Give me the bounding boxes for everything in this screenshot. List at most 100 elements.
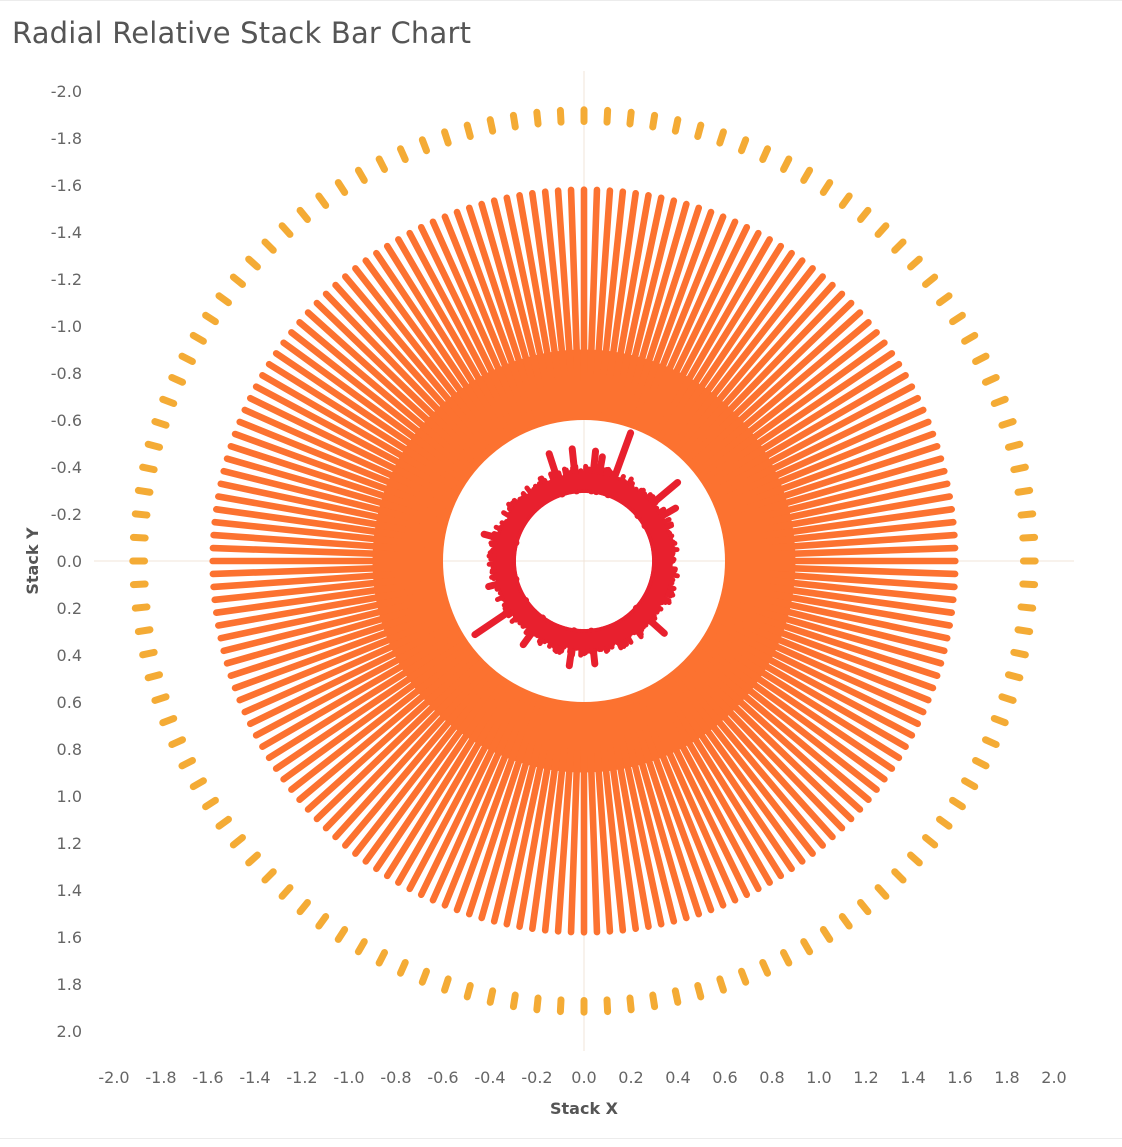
middle-bar	[713, 616, 927, 716]
middle-bar	[478, 697, 548, 922]
bottom-border	[0, 1138, 1122, 1139]
outer-ring-dash	[759, 145, 772, 164]
outer-ring-dash	[354, 166, 368, 184]
middle-bar	[657, 681, 785, 880]
middle-bar	[695, 329, 880, 475]
x-tick-label: -1.4	[239, 1068, 270, 1087]
chart-title: Radial Relative Stack Bar Chart	[12, 16, 472, 50]
middle-bar	[313, 658, 483, 823]
middle-bar	[715, 418, 932, 510]
y-tick-label: 1.6	[57, 928, 82, 947]
outer-ring-dash	[716, 128, 727, 147]
outer-ring-dash	[857, 206, 872, 223]
middle-bar	[223, 597, 448, 667]
middle-bar	[373, 249, 506, 444]
middle-bar	[713, 406, 927, 506]
middle-bar	[280, 643, 470, 783]
y-tick-label: 0.0	[57, 552, 82, 571]
outer-ring-dash	[759, 958, 772, 977]
outer-ring-dash	[178, 352, 196, 365]
outer-ring-dash	[1004, 671, 1024, 682]
y-tick-label: -0.6	[51, 411, 82, 430]
outer-ring-dash	[261, 238, 277, 254]
middle-bar	[209, 562, 442, 578]
middle-bar	[595, 188, 627, 420]
middle-bar	[241, 406, 455, 506]
x-tick-label: 0.4	[665, 1068, 690, 1087]
outer-ring-dash	[375, 155, 388, 173]
middle-bar	[383, 681, 511, 880]
middle-bar	[217, 480, 445, 535]
outer-ring-dash	[463, 121, 474, 141]
outer-ring-dash	[626, 994, 635, 1014]
x-tick-label: -1.8	[145, 1068, 176, 1087]
middle-bar	[215, 583, 444, 629]
outer-ring-dash	[159, 714, 178, 727]
outer-ring-dash	[139, 463, 158, 474]
outer-ring-dash	[178, 757, 196, 770]
outer-ring-dash	[375, 949, 388, 967]
middle-bar	[236, 418, 453, 510]
outer-ring-dash	[716, 975, 727, 994]
middle-bar	[692, 319, 872, 471]
middle-bar	[625, 204, 703, 426]
outer-ring-dash	[463, 981, 474, 1001]
middle-bar	[529, 701, 568, 932]
outer-ring-dash	[441, 128, 452, 147]
outer-ring-dash	[315, 913, 330, 930]
outer-ring-dash	[936, 292, 953, 307]
middle-bar	[395, 236, 515, 439]
middle-bar	[630, 694, 715, 914]
middle-bar	[217, 587, 445, 642]
outer-ring-dash	[907, 255, 923, 271]
outer-ring-dash	[533, 994, 542, 1014]
y-tick-label: -1.8	[51, 129, 82, 148]
middle-bar	[698, 339, 888, 479]
middle-bar	[685, 299, 855, 464]
outer-ring-dash	[626, 108, 635, 128]
middle-bar	[678, 281, 836, 457]
outer-ring-dash	[949, 311, 966, 326]
outer-ring-dash	[129, 580, 149, 589]
y-tick-label: -1.4	[51, 223, 82, 242]
middle-bar	[719, 602, 941, 680]
middle-bar	[674, 669, 826, 849]
outer-ring-dash	[838, 913, 853, 930]
middle-bar	[724, 506, 955, 545]
middle-bar	[678, 665, 836, 841]
middle-bar	[649, 686, 762, 893]
y-axis-title: Stack Y	[23, 527, 42, 595]
middle-bar	[630, 208, 715, 428]
middle-bar	[322, 662, 487, 832]
outer-ring-dash	[396, 958, 409, 977]
x-tick-label: -1.6	[192, 1068, 223, 1087]
outer-ring-dash	[1017, 510, 1037, 519]
top-border	[0, 0, 1122, 1]
outer-ring-dash	[131, 603, 151, 612]
y-tick-label: 1.2	[57, 834, 82, 853]
outer-ring-dash	[961, 777, 979, 791]
middle-bar	[213, 577, 444, 616]
middle-bar	[688, 309, 864, 467]
x-tick-label: 2.0	[1041, 1068, 1066, 1087]
y-tick-label: -0.4	[51, 458, 82, 477]
outer-ring-dash	[202, 796, 219, 811]
x-tick-label: -0.2	[521, 1068, 552, 1087]
middle-bar	[332, 281, 490, 457]
middle-bar	[288, 329, 473, 475]
x-axis-title: Stack X	[550, 1099, 619, 1118]
middle-bar	[711, 394, 922, 501]
outer-ring-dash	[998, 693, 1017, 704]
middle-bar	[516, 701, 562, 930]
middle-bar	[606, 192, 652, 421]
middle-bar	[280, 339, 470, 479]
middle-bar	[490, 699, 553, 925]
middle-bar	[453, 694, 538, 914]
outer-ring-dash	[603, 106, 612, 126]
middle-bar	[625, 696, 703, 918]
middle-bar	[296, 319, 476, 471]
outer-ring-dash	[168, 373, 187, 386]
middle-bar	[590, 187, 614, 419]
middle-bar	[670, 265, 816, 450]
